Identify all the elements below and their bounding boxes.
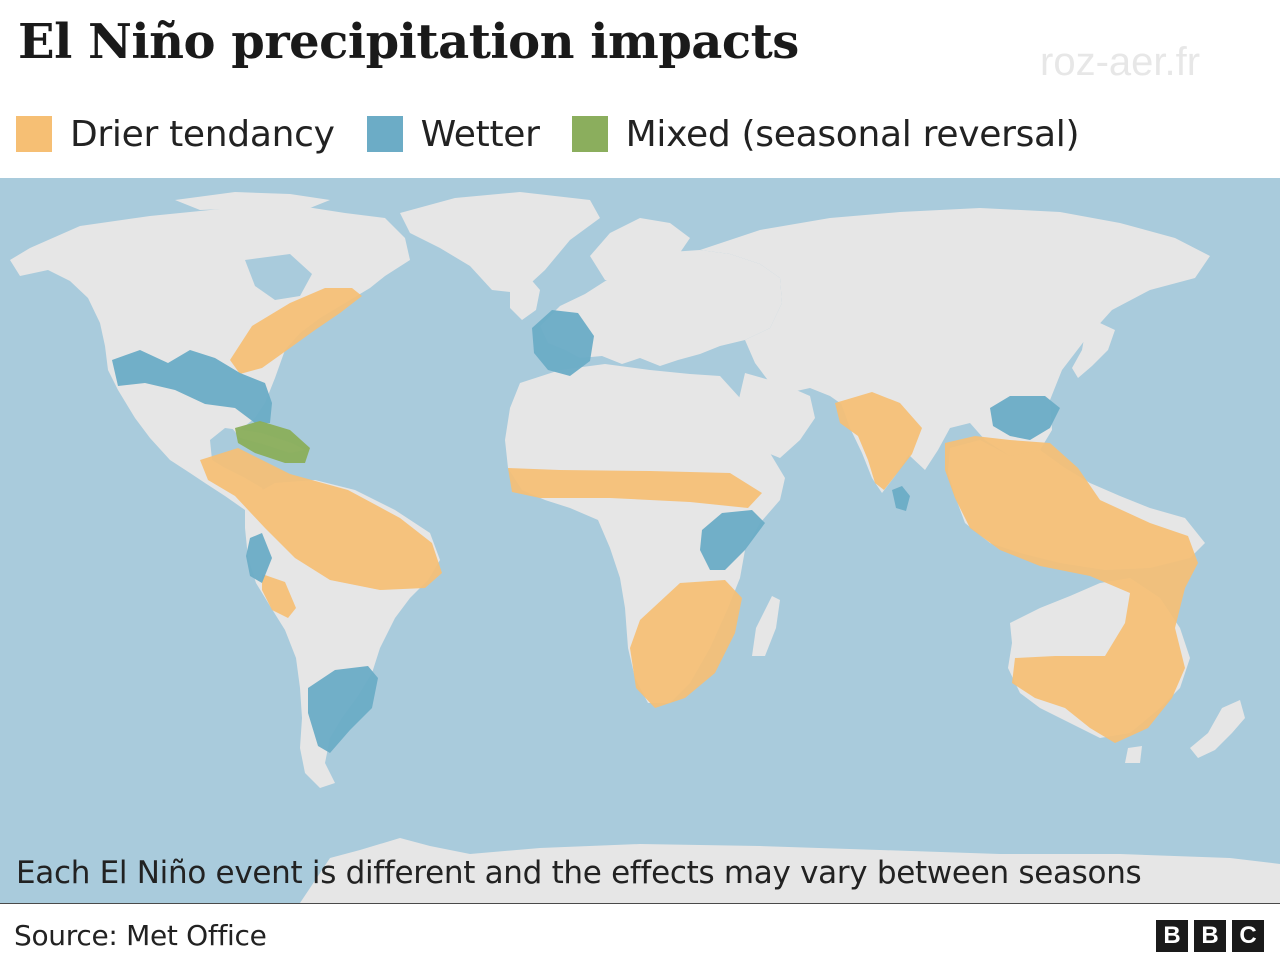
wetter-region-east-africa bbox=[700, 510, 765, 570]
footer-divider bbox=[0, 903, 1280, 904]
bbc-logo-letter-b1: B bbox=[1156, 920, 1188, 952]
tasmania bbox=[1125, 746, 1142, 763]
drier-region-india bbox=[835, 392, 922, 490]
japan bbox=[1072, 323, 1115, 378]
bbc-logo: B B C bbox=[1150, 920, 1264, 952]
drier-region-northern-south-america bbox=[200, 448, 442, 590]
wetter-region-southern-us bbox=[112, 350, 272, 423]
uk-ireland bbox=[510, 276, 540, 320]
watermark: roz-aer.fr bbox=[1040, 40, 1201, 84]
new-zealand bbox=[1190, 700, 1245, 758]
bbc-logo-letter-c: C bbox=[1232, 920, 1264, 952]
mixed-region-caribbean bbox=[235, 421, 310, 463]
mixed-regions bbox=[235, 421, 310, 463]
drier-region-sahel bbox=[508, 468, 762, 508]
world-map bbox=[0, 178, 1280, 903]
drier-region-southern-africa bbox=[630, 580, 742, 708]
legend-item-wetter: Wetter bbox=[366, 113, 540, 155]
greenland bbox=[400, 192, 600, 293]
legend: Drier tendancy Wetter Mixed (seasonal re… bbox=[16, 112, 1111, 156]
map-caption: Each El Niño event is different and the … bbox=[16, 855, 1142, 891]
world-map-svg bbox=[0, 178, 1280, 903]
source-note: Source: Met Office bbox=[14, 919, 267, 952]
wetter-region-southeastern-china bbox=[990, 396, 1060, 440]
asia bbox=[700, 208, 1210, 470]
hudson-bay bbox=[245, 254, 312, 300]
legend-swatch-wetter bbox=[366, 116, 403, 152]
drier-region-peru bbox=[262, 574, 296, 618]
legend-label-mixed: Mixed (seasonal reversal) bbox=[625, 113, 1080, 155]
wetter-region-southeastern-south-america bbox=[308, 666, 378, 753]
legend-item-mixed: Mixed (seasonal reversal) bbox=[571, 113, 1080, 155]
bbc-logo-letter-b2: B bbox=[1194, 920, 1226, 952]
scandinavia bbox=[590, 218, 690, 280]
drier-region-southeast-asia-australia bbox=[945, 436, 1198, 743]
legend-item-drier: Drier tendancy bbox=[16, 114, 335, 155]
wetter-region-ecuador bbox=[246, 533, 272, 583]
wetter-region-iberia bbox=[532, 310, 594, 376]
wetter-region-sri-lanka bbox=[892, 486, 910, 511]
legend-swatch-drier bbox=[16, 116, 52, 152]
wetter-regions bbox=[112, 310, 1060, 753]
legend-label-wetter: Wetter bbox=[420, 113, 540, 155]
drier-regions bbox=[200, 288, 1198, 743]
antarctica bbox=[300, 838, 1280, 903]
page-title: El Niño precipitation impacts bbox=[18, 14, 799, 70]
drier-region-eastern-north-america bbox=[230, 288, 362, 374]
legend-swatch-mixed bbox=[571, 116, 608, 152]
arctic-islands bbox=[175, 192, 330, 210]
europe bbox=[540, 250, 782, 366]
madagascar bbox=[752, 596, 780, 656]
legend-label-drier: Drier tendancy bbox=[70, 113, 335, 155]
